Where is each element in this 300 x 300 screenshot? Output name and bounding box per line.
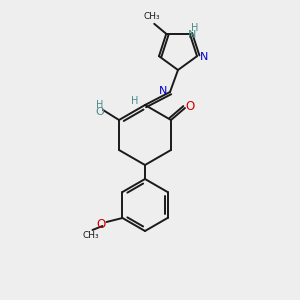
Text: O: O: [96, 107, 104, 117]
Text: CH₃: CH₃: [144, 12, 160, 21]
Text: H: H: [191, 23, 198, 33]
Text: N: N: [159, 86, 167, 96]
Text: H: H: [96, 100, 104, 110]
Text: H: H: [131, 96, 139, 106]
Text: N: N: [200, 52, 208, 62]
Text: CH₃: CH₃: [82, 230, 99, 239]
Text: O: O: [185, 100, 195, 112]
Text: O: O: [97, 218, 106, 230]
Text: N: N: [188, 30, 196, 40]
